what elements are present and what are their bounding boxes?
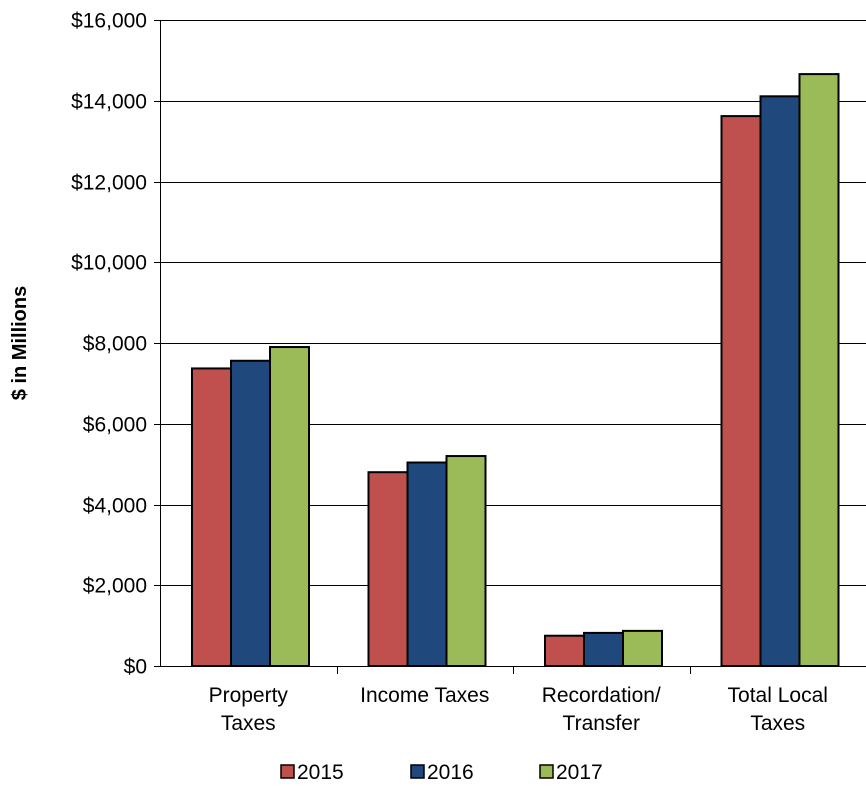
y-tick-label: $10,000 [71, 252, 147, 275]
bar-2016 [230, 359, 271, 667]
bar-2017 [798, 73, 840, 668]
x-category-label: Property [209, 684, 289, 707]
y-tick-label: $2,000 [83, 575, 147, 598]
x-category-label: Income Taxes [360, 684, 489, 707]
bars [191, 73, 840, 668]
bar-2015 [720, 115, 762, 667]
bar-2016 [759, 95, 801, 667]
x-category-label: Transfer [563, 712, 640, 735]
y-tick-label: $12,000 [71, 172, 147, 195]
bar-2017 [622, 629, 663, 668]
bar-2015 [191, 367, 232, 667]
legend-label-2017: 2017 [556, 761, 603, 784]
y-tick-labels: $0 $2,000 $4,000 $6,000 $8,000 $10,000 $12,000… [71, 10, 147, 679]
bar-2017 [269, 346, 310, 667]
x-category-label: Taxes [221, 712, 276, 735]
x-category-labels: Property Taxes Income Taxes Recordation/Tra… [209, 684, 828, 735]
legend: 2015 2016 2017 [280, 761, 603, 784]
x-category-label: Recordation/ [542, 684, 661, 707]
legend-swatch-2016 [410, 764, 425, 779]
x-category-label: Total Local [728, 684, 828, 707]
y-tick-label: $14,000 [71, 91, 147, 114]
bar-2015 [367, 471, 409, 668]
x-category-label: Taxes [750, 712, 805, 735]
bar-2015 [544, 634, 585, 667]
y-axis-title: $ in Millions [9, 286, 31, 400]
y-tick-label: $16,000 [71, 10, 147, 33]
y-tick-label: $8,000 [83, 333, 147, 356]
bar-2016 [406, 461, 448, 668]
axes [154, 20, 866, 674]
legend-label-2016: 2016 [427, 761, 474, 784]
y-tick-label: $0 [124, 656, 147, 679]
legend-swatch-2015 [280, 764, 295, 779]
legend-swatch-2017 [539, 764, 554, 779]
bar-2016 [583, 631, 624, 668]
y-tick-label: $6,000 [83, 414, 147, 437]
legend-label-2015: 2015 [297, 761, 344, 784]
bar-2017 [445, 455, 487, 667]
y-tick-label: $4,000 [83, 495, 147, 518]
